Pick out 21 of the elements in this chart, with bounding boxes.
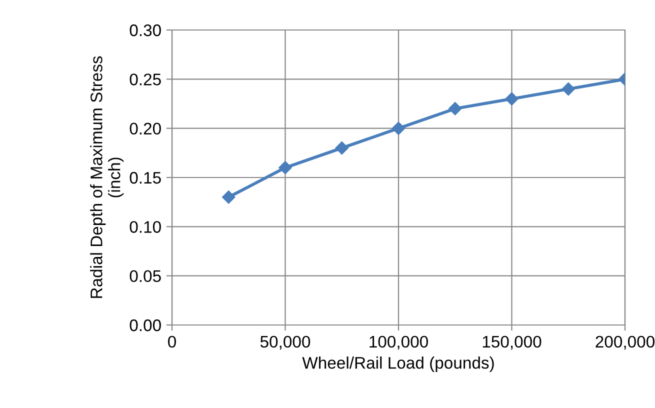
y-tick-label: 0.30 — [130, 24, 161, 36]
y-tick-label: 0.25 — [130, 74, 161, 86]
y-tick-label: 0.10 — [130, 221, 161, 233]
y-axis-title: Radial Depth of Maximum Stress (inch) — [90, 56, 124, 298]
y-tick-label: 0.00 — [130, 319, 161, 332]
x-tick-label: 50,000 — [260, 336, 310, 350]
y-tick-label: 0.15 — [130, 172, 161, 184]
x-tick-label: 150,000 — [482, 336, 542, 350]
point — [335, 141, 348, 155]
point — [448, 102, 462, 116]
point — [222, 190, 236, 204]
point — [505, 92, 518, 106]
point — [278, 161, 292, 174]
x-tick-label: 100,000 — [370, 336, 428, 350]
point — [562, 82, 575, 96]
point — [392, 122, 406, 135]
y-tick-label: 0.05 — [130, 270, 161, 282]
x-tick-label: 200,000 — [596, 336, 654, 350]
x-tick-label: 0 — [168, 336, 176, 348]
y-tick-label: 0.20 — [130, 122, 161, 135]
x-axis-title: Wheel/Rail Load (pounds) — [302, 356, 494, 372]
